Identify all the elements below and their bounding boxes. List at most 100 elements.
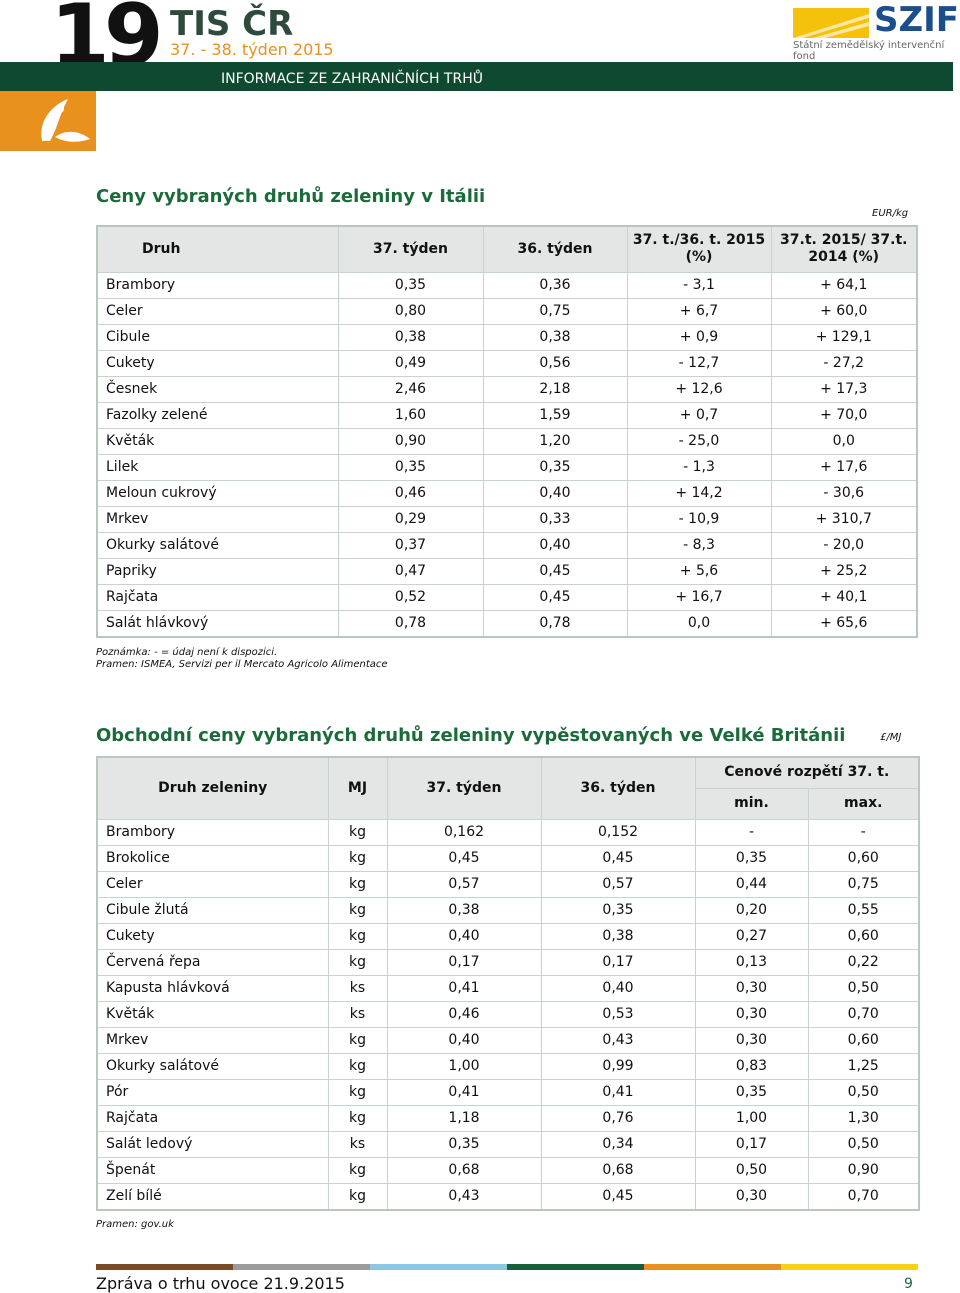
cell: Okurky salátové — [96, 531, 339, 559]
cell: 2,46 — [337, 375, 484, 403]
cell: kg — [327, 1182, 388, 1210]
row: Rajčata kg 1,18 0,76 1,00 1,30 — [96, 1104, 920, 1132]
cell: Cukety — [96, 349, 339, 377]
row: Květák 0,90 1,20- 25,0 0,0 — [96, 427, 918, 455]
cell: 0,34 — [540, 1130, 696, 1158]
cell: - — [694, 818, 809, 846]
cell: 0,76 — [540, 1104, 696, 1132]
cell: 0,57 — [540, 870, 696, 898]
cell: 0,90 — [337, 427, 484, 455]
row: Česnek 2,46 2,18 + 12,6 + 17,3 — [96, 375, 918, 403]
cell: ks — [327, 1000, 388, 1028]
cell: 0,0 — [626, 609, 772, 637]
cell: 1,00 — [386, 1052, 542, 1080]
cell: kg — [327, 1026, 388, 1054]
cell: - 27,2 — [770, 349, 918, 377]
note: Poznámka: - = údaj není k dispozici. — [96, 647, 278, 658]
column-header: Druh — [96, 225, 339, 273]
section-icon — [0, 91, 96, 151]
cell: 0,33 — [482, 505, 628, 533]
row: Okurky salátové kg 1,00 0,99 0,83 1,25 — [96, 1052, 920, 1080]
cell: - 20,0 — [770, 531, 918, 559]
source: Pramen: gov.uk — [96, 1219, 174, 1230]
cell: 0,35 — [694, 844, 809, 872]
cell: Květák — [96, 1000, 329, 1028]
cell: 0,60 — [807, 922, 920, 950]
cell: 0,40 — [482, 479, 628, 507]
sub-header: max. — [807, 787, 920, 820]
cell: Celer — [96, 870, 329, 898]
cell: + 0,7 — [626, 401, 772, 429]
cell: 0,17 — [694, 1130, 809, 1158]
cell: + 60,0 — [770, 297, 918, 325]
cell: kg — [327, 922, 388, 950]
cell: + 6,7 — [626, 297, 772, 325]
cell: 0,35 — [337, 453, 484, 481]
cell: 0,45 — [540, 1182, 696, 1210]
cell: 0,68 — [386, 1156, 542, 1184]
cell: 0,60 — [807, 1026, 920, 1054]
column-header: 36. týden — [540, 756, 696, 820]
cell: kg — [327, 1078, 388, 1106]
cell: 0,37 — [337, 531, 484, 559]
cell: + 17,3 — [770, 375, 918, 403]
table1-unit: EUR/kg — [872, 208, 909, 219]
cell: 0,35 — [694, 1078, 809, 1106]
cell: Červená řepa — [96, 948, 329, 976]
cell: 0,83 — [694, 1052, 809, 1080]
cell: 0,35 — [482, 453, 628, 481]
cell: 1,60 — [337, 401, 484, 429]
cell: 0,75 — [807, 870, 920, 898]
cell: kg — [327, 1104, 388, 1132]
cell: Celer — [96, 297, 339, 325]
cell: + 70,0 — [770, 401, 918, 429]
cell: Zelí bílé — [96, 1182, 329, 1210]
cell: Papriky — [96, 557, 339, 585]
cell: 0,60 — [807, 844, 920, 872]
cell: Salát ledový — [96, 1130, 329, 1158]
cell: + 16,7 — [626, 583, 772, 611]
cell: 0,13 — [694, 948, 809, 976]
cell: kg — [327, 844, 388, 872]
cell: Pór — [96, 1078, 329, 1106]
cell: Cukety — [96, 922, 329, 950]
cell: 0,80 — [337, 297, 484, 325]
cell: Špenát — [96, 1156, 329, 1184]
cell: 0,43 — [386, 1182, 542, 1210]
cell: ks — [327, 974, 388, 1002]
row: Cibule 0,38 0,38 + 0,9 + 129,1 — [96, 323, 918, 351]
cell: + 0,9 — [626, 323, 772, 351]
cell: Cibule žlutá — [96, 896, 329, 924]
group-header: Cenové rozpětí 37. t. — [694, 756, 920, 789]
cell: 0,68 — [540, 1156, 696, 1184]
cell: + 5,6 — [626, 557, 772, 585]
cell: 0,36 — [482, 271, 628, 299]
cell: - — [807, 818, 920, 846]
cell: - 30,6 — [770, 479, 918, 507]
cell: + 64,1 — [770, 271, 918, 299]
cell: 0,99 — [540, 1052, 696, 1080]
cell: 0,49 — [337, 349, 484, 377]
cell: ks — [327, 1130, 388, 1158]
cell: + 310,7 — [770, 505, 918, 533]
row: Cibule žlutá kg 0,38 0,35 0,20 0,55 — [96, 896, 920, 924]
cell: 0,40 — [386, 1026, 542, 1054]
footer-text: Zpráva o trhu ovoce 21.9.2015 — [96, 1274, 345, 1293]
cell: Mrkev — [96, 1026, 329, 1054]
cell: Salát hlávkový — [96, 609, 339, 637]
cell: kg — [327, 948, 388, 976]
cell: 0,78 — [482, 609, 628, 637]
cell: 0,35 — [540, 896, 696, 924]
row: Cukety kg 0,40 0,38 0,27 0,60 — [96, 922, 920, 950]
cell: 0,56 — [482, 349, 628, 377]
cell: - 1,3 — [626, 453, 772, 481]
cell: Okurky salátové — [96, 1052, 329, 1080]
cell: 0,17 — [540, 948, 696, 976]
row: Zelí bílé kg 0,43 0,45 0,30 0,70 — [96, 1182, 920, 1210]
banner-bar — [0, 62, 953, 91]
cell: Mrkev — [96, 505, 339, 533]
row: Celer kg 0,57 0,57 0,44 0,75 — [96, 870, 920, 898]
row: Celer 0,80 0,75 + 6,7 + 60,0 — [96, 297, 918, 325]
banner-text: INFORMACE ZE ZAHRANIČNÍCH TRHŮ — [221, 71, 483, 87]
